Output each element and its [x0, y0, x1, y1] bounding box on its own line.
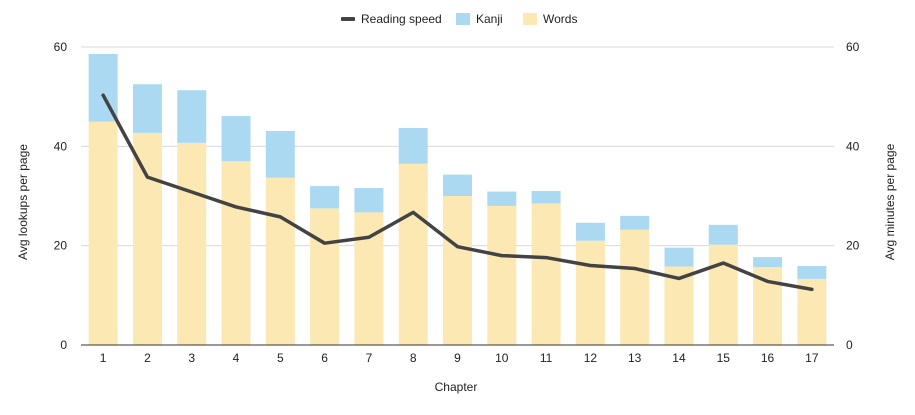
- bar-kanji: [443, 174, 472, 196]
- reading-speed-line: [101, 93, 814, 292]
- x-tick-label: 1: [100, 351, 107, 365]
- bar-kanji: [265, 130, 295, 178]
- bar-words: [531, 203, 561, 345]
- y-tick-label-right: 40: [846, 139, 860, 153]
- y-tick-label-left: 20: [54, 239, 68, 253]
- y-axis-title-left: Avg lookups per page: [16, 144, 30, 260]
- bar-words: [708, 244, 738, 345]
- bar-words: [398, 163, 428, 345]
- bar-kanji: [398, 127, 428, 164]
- x-tick-label: 12: [584, 351, 598, 365]
- bar-words: [132, 132, 162, 345]
- legend: Reading speed Kanji Words: [341, 12, 577, 26]
- bar-kanji: [531, 191, 561, 204]
- y-tick-label-left: 0: [60, 338, 67, 352]
- bar-kanji: [487, 191, 517, 206]
- x-tick-label: 8: [410, 351, 417, 365]
- y-axis-title-right: Avg minutes per page: [883, 143, 897, 260]
- bar-kanji: [310, 186, 340, 209]
- bar-kanji: [575, 222, 605, 241]
- bar-kanji: [753, 257, 783, 268]
- bar-words: [575, 240, 605, 345]
- y-tick-label-left: 40: [54, 139, 68, 153]
- legend-label: Kanji: [476, 12, 503, 26]
- x-tick-label: 7: [366, 351, 373, 365]
- x-tick-label: 6: [321, 351, 328, 365]
- x-tick-label: 14: [672, 351, 686, 365]
- legend-label: Reading speed: [361, 12, 442, 26]
- y-tick-label-left: 60: [54, 40, 68, 54]
- x-tick-label: 5: [277, 351, 284, 365]
- bar-kanji: [708, 224, 738, 245]
- x-tick-label: 15: [717, 351, 731, 365]
- bars: [88, 53, 827, 345]
- bar-words: [354, 212, 384, 345]
- x-tick-label: 4: [233, 351, 240, 365]
- x-tick-label: 16: [761, 351, 775, 365]
- bar-kanji: [620, 215, 650, 230]
- x-tick-label: 2: [144, 351, 151, 365]
- bar-words: [487, 205, 517, 345]
- legend-swatch-box: [456, 13, 470, 25]
- bar-kanji: [664, 247, 694, 267]
- bar-words: [88, 121, 118, 345]
- legend-swatch-box: [523, 13, 537, 25]
- bar-words: [221, 161, 251, 345]
- bar-kanji: [221, 116, 251, 162]
- reading-speed-line-group: [101, 93, 814, 292]
- y-tick-label-right: 60: [846, 40, 860, 54]
- bar-words: [177, 142, 207, 345]
- bar-words: [310, 208, 340, 345]
- y-tick-label-right: 0: [846, 338, 853, 352]
- bar-kanji: [797, 266, 827, 279]
- x-tick-label: 11: [540, 351, 553, 365]
- y-tick-label-right: 20: [846, 239, 860, 253]
- bar-words: [265, 177, 295, 345]
- bar-words: [443, 196, 472, 345]
- bar-kanji: [354, 188, 384, 213]
- x-tick-label: 10: [495, 351, 509, 365]
- legend-label: Words: [543, 12, 577, 26]
- bar-words: [620, 229, 650, 345]
- x-tick-label: 13: [628, 351, 642, 365]
- x-tick-label: 9: [454, 351, 461, 365]
- x-tick-label: 3: [188, 351, 195, 365]
- legend-swatch-line: [341, 17, 355, 21]
- bar-kanji: [177, 90, 207, 143]
- bar-kanji: [132, 84, 162, 133]
- x-axis-title: Chapter: [435, 380, 478, 394]
- x-tick-label: 17: [805, 351, 819, 365]
